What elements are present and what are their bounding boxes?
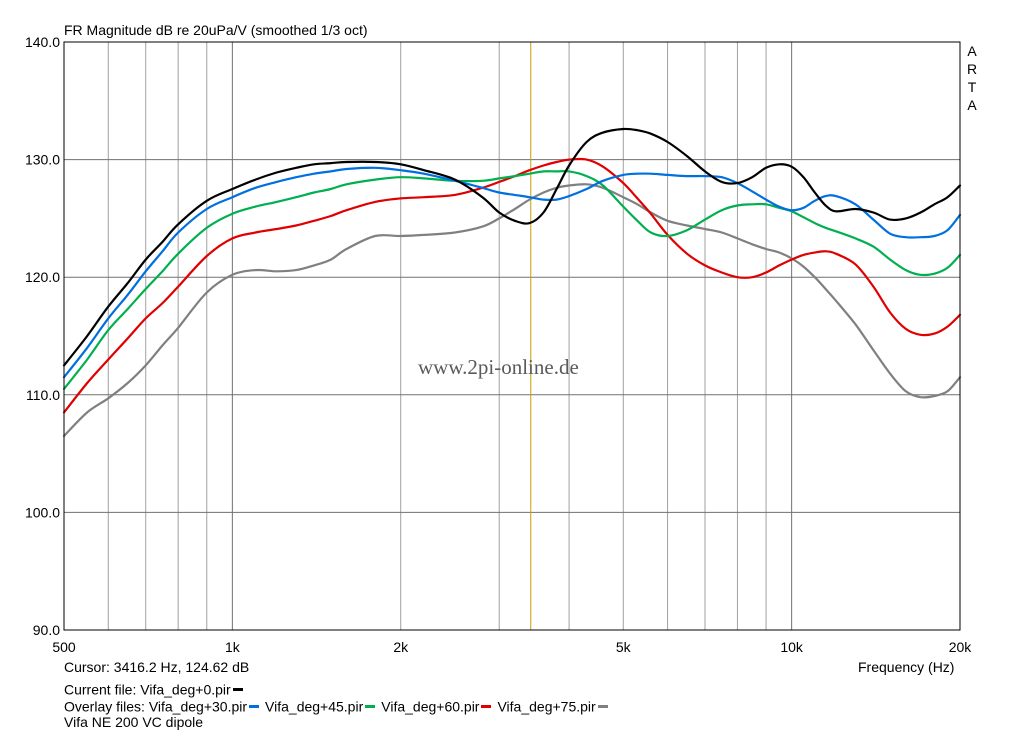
legend-swatch [232, 687, 243, 691]
legend-swatch [249, 704, 260, 708]
x-axis-label: Frequency (Hz) [858, 659, 955, 675]
series-layer [62, 127, 962, 438]
legend-entry-overlay: Vifa_deg+60.pir [381, 698, 480, 715]
y-tick-label: 110.0 [26, 387, 60, 403]
current-file-line: Current file: Vifa_deg+0.pir [64, 680, 249, 697]
chart-note: Vifa NE 200 VC dipole [64, 714, 204, 730]
arta-side-label: A R T A [966, 42, 978, 114]
x-tick-label: 5k [616, 639, 632, 655]
cursor-readout: Cursor: 3416.2 Hz, 124.62 dB [64, 659, 250, 675]
arta-letter: T [967, 79, 977, 95]
y-tick-label: 140.0 [25, 34, 60, 50]
y-tick-label: 130.0 [25, 152, 60, 168]
plot-frame [63, 41, 961, 631]
x-tick-label: 20k [949, 639, 973, 655]
series-line [62, 157, 962, 414]
x-tick-label: 10k [780, 639, 804, 655]
legend-swatch [597, 704, 608, 708]
series-line [62, 183, 962, 438]
legend-entry-overlay: Vifa_deg+30.pir [148, 698, 248, 715]
plot-background [64, 42, 960, 630]
x-tick-label: 500 [52, 639, 76, 655]
tick-labels: 500 1k 2k 5k 10k 20k 90.0 100.0 110.0 120.0 130.0 1… [25, 34, 972, 655]
arta-letter: R [966, 61, 978, 77]
current-file-prefix: Current file: [64, 681, 141, 698]
y-tick-label: 100.0 [25, 504, 60, 520]
overlay-files-line: Overlay files: Vifa_deg+30.pir Vifa_deg+4… [64, 697, 614, 714]
y-tick-label: 90.0 [33, 622, 60, 638]
series-line [62, 169, 962, 390]
legend-swatch [481, 704, 492, 708]
x-tick-label: 1k [225, 639, 241, 655]
y-tick-label: 120.0 [25, 269, 60, 285]
overlay-prefix: Overlay files: [64, 698, 149, 715]
series-line [62, 166, 962, 379]
series-line [62, 127, 962, 367]
legend-entry-current: Vifa_deg+0.pir [140, 681, 231, 698]
chart-title: FR Magnitude dB re 20uPa/V (smoothed 1/3… [64, 22, 368, 38]
legend-swatch [365, 704, 376, 708]
arta-letter: A [967, 97, 977, 113]
legend-entry-overlay: Vifa_deg+45.pir [265, 698, 364, 715]
arta-letter: A [967, 43, 977, 59]
x-tick-label: 2k [393, 639, 409, 655]
legend-entry-overlay: Vifa_deg+75.pir [497, 698, 596, 715]
watermark: www.2pi-online.de [418, 355, 579, 379]
